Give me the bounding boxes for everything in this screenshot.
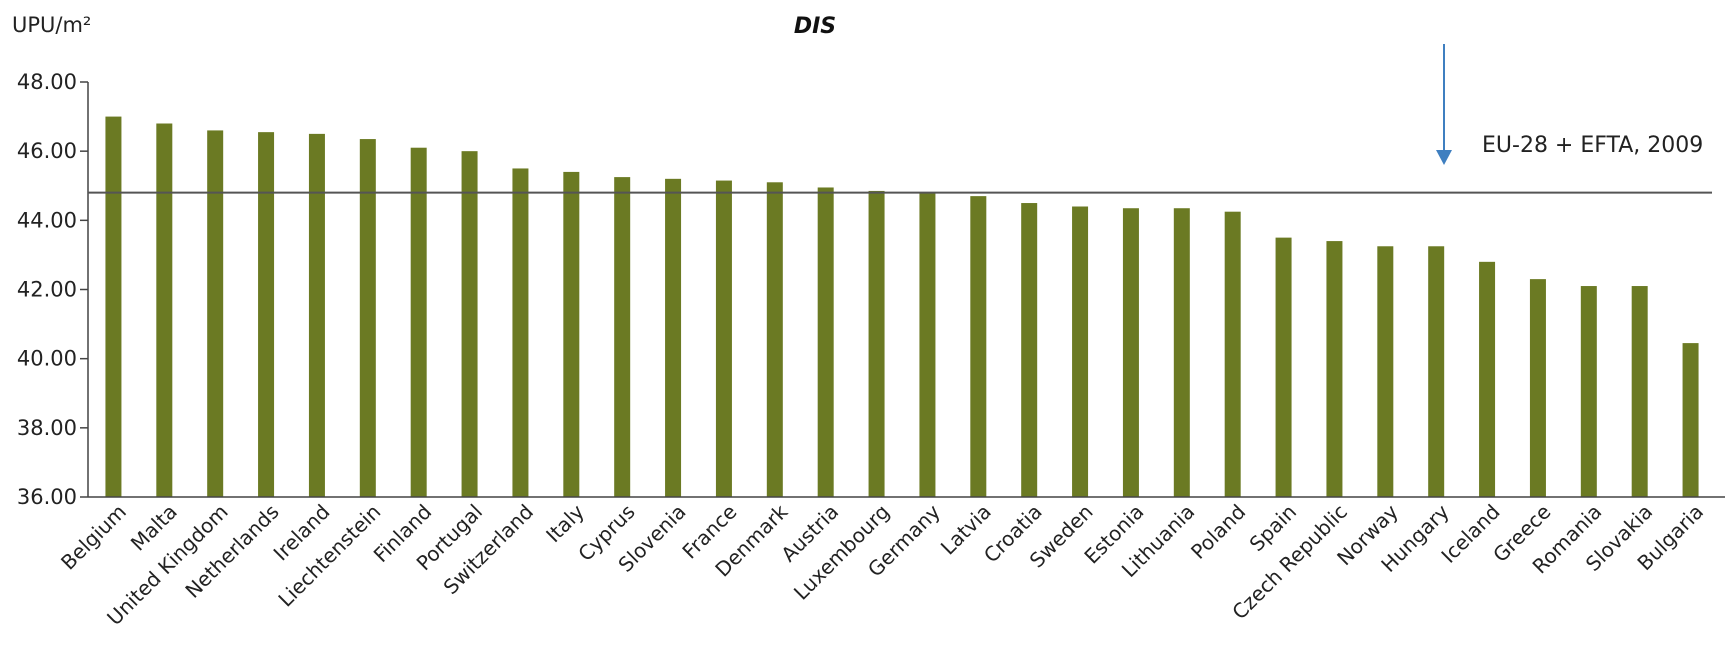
bar xyxy=(207,130,224,497)
bar xyxy=(1275,237,1292,497)
bar xyxy=(1377,246,1394,497)
bar xyxy=(665,178,682,498)
bar xyxy=(359,139,376,497)
bar xyxy=(105,116,122,497)
bar xyxy=(410,147,427,498)
bar xyxy=(1173,208,1190,497)
bar xyxy=(766,182,783,497)
reference-arrow-head xyxy=(1436,150,1452,165)
reference-label: EU-28 + EFTA, 2009 xyxy=(1482,133,1703,158)
bar xyxy=(614,177,631,497)
y-tick-label: 38.00 xyxy=(17,416,77,440)
bar xyxy=(970,196,987,497)
bar xyxy=(512,168,529,498)
bar xyxy=(563,171,580,497)
y-tick-label: 40.00 xyxy=(17,347,77,371)
bar xyxy=(156,123,173,497)
x-tick-label: Poland xyxy=(1186,500,1250,564)
bar xyxy=(1021,203,1038,497)
bar xyxy=(258,132,275,498)
chart-title: DIS xyxy=(794,14,836,39)
y-tick-label: 48.00 xyxy=(17,70,77,94)
bar xyxy=(868,190,885,497)
bar xyxy=(1224,211,1241,497)
bar xyxy=(1326,241,1343,497)
bar xyxy=(715,180,732,497)
bar xyxy=(1428,246,1445,497)
bar xyxy=(1631,286,1648,497)
y-tick-label: 44.00 xyxy=(17,208,77,232)
bar xyxy=(1072,206,1089,497)
bar xyxy=(461,151,478,497)
bar xyxy=(919,192,936,497)
bar xyxy=(1580,286,1597,497)
y-unit-label: UPU/m² xyxy=(12,13,91,37)
bar xyxy=(1122,208,1139,497)
y-tick-label: 42.00 xyxy=(17,278,77,302)
x-tick-label: Belgium xyxy=(56,500,131,575)
bar xyxy=(308,133,325,497)
bar xyxy=(1479,261,1496,497)
y-tick-label: 46.00 xyxy=(17,139,77,163)
y-axis: 36.00 38.00 40.00 42.00 44.00 46.00 48.00 xyxy=(17,70,89,509)
bar xyxy=(1682,343,1699,497)
bars-group xyxy=(105,116,1699,498)
y-tick-label: 36.00 xyxy=(17,485,77,509)
reference-group: EU-28 + EFTA, 2009 xyxy=(88,44,1712,194)
bar xyxy=(1529,279,1546,497)
bar xyxy=(817,187,834,497)
